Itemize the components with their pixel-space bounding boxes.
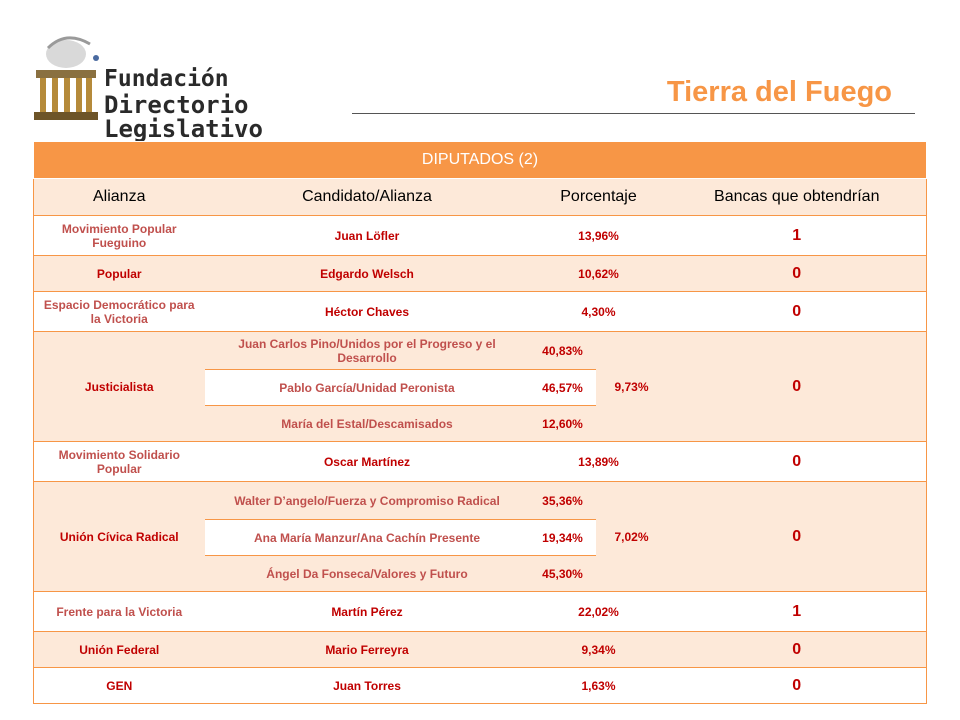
candidato-cell: Martín Pérez bbox=[204, 591, 530, 632]
alianza-cell: Espacio Democrático para la Victoria bbox=[33, 291, 205, 332]
alianza-cell: Movimiento Solidario Popular bbox=[33, 441, 205, 482]
alianza-cell: Popular bbox=[33, 255, 205, 292]
table-row: Frente para la Victoria Martín Pérez 22,… bbox=[33, 591, 927, 632]
alianza-cell: Justicialista bbox=[33, 331, 205, 442]
congress-building-icon bbox=[34, 36, 99, 120]
table-row: María del Estal/Descamisados 12,60% bbox=[34, 405, 927, 442]
porcentaje-cell: 35,36% bbox=[529, 481, 596, 520]
table-row: Movimiento Solidario Popular Oscar Martí… bbox=[33, 441, 927, 482]
bancas-cell: 0 bbox=[667, 481, 927, 592]
bancas-cell: 1 bbox=[667, 591, 927, 632]
bancas-cell: 1 bbox=[667, 215, 927, 256]
porcentaje-cell: 13,89% bbox=[529, 441, 668, 482]
bancas-cell: 0 bbox=[667, 255, 927, 292]
porcentaje-cell: 9,34% bbox=[529, 631, 668, 668]
table-row: Ángel Da Fonseca/Valores y Futuro 45,30% bbox=[34, 555, 927, 592]
column-header-alianza: Alianza bbox=[33, 178, 205, 216]
total-cell: 9,73% bbox=[595, 331, 668, 442]
table-row: Espacio Democrático para la Victoria Héc… bbox=[33, 291, 927, 332]
column-header-porcentaje: Porcentaje bbox=[529, 178, 668, 216]
brand-name-line1: Fundación bbox=[104, 66, 229, 92]
results-table: DIPUTADOS (2) Alianza Candidato/Alianza … bbox=[33, 141, 927, 704]
candidato-cell: Pablo García/Unidad Peronista bbox=[204, 369, 530, 406]
bancas-cell: 0 bbox=[667, 291, 927, 332]
column-header-bancas: Bancas que obtendrían bbox=[667, 178, 927, 216]
brand-logo: Fundación Directorio Legislativo bbox=[30, 34, 350, 141]
porcentaje-cell: 12,60% bbox=[529, 405, 596, 442]
candidato-cell: María del Estal/Descamisados bbox=[204, 405, 530, 442]
candidato-cell: Oscar Martínez bbox=[204, 441, 530, 482]
table-row: Popular Edgardo Welsch 10,62% 0 bbox=[33, 255, 927, 292]
candidato-cell: Juan Torres bbox=[204, 667, 530, 704]
title-underline bbox=[352, 113, 915, 114]
candidato-cell: Héctor Chaves bbox=[204, 291, 530, 332]
alianza-cell: Frente para la Victoria bbox=[33, 591, 205, 632]
candidato-cell: Ana María Manzur/Ana Cachín Presente bbox=[204, 519, 530, 556]
bancas-cell: 0 bbox=[667, 631, 927, 668]
porcentaje-cell: 45,30% bbox=[529, 555, 596, 592]
candidato-cell: Juan Löfler bbox=[204, 215, 530, 256]
candidato-cell: Ángel Da Fonseca/Valores y Futuro bbox=[204, 555, 530, 592]
porcentaje-cell: 19,34% bbox=[529, 519, 596, 556]
total-cell: 7,02% bbox=[595, 481, 668, 592]
table-row: Ana María Manzur/Ana Cachín Presente 19,… bbox=[34, 519, 927, 556]
porcentaje-cell: 1,63% bbox=[529, 667, 668, 704]
porcentaje-cell: 22,02% bbox=[529, 591, 668, 632]
porcentaje-cell: 40,83% bbox=[529, 331, 596, 370]
brand-name-line2: Directorio Legislativo bbox=[104, 91, 263, 143]
bancas-cell: 0 bbox=[667, 331, 927, 442]
porcentaje-cell: 10,62% bbox=[529, 255, 668, 292]
bancas-cell: 0 bbox=[667, 667, 927, 704]
porcentaje-cell: 13,96% bbox=[529, 215, 668, 256]
table-row: Unión Federal Mario Ferreyra 9,34% 0 bbox=[33, 631, 927, 668]
candidato-cell: Juan Carlos Pino/Unidos por el Progreso … bbox=[204, 331, 530, 370]
table-row: Pablo García/Unidad Peronista 46,57% bbox=[34, 369, 927, 406]
alianza-cell: Unión Federal bbox=[33, 631, 205, 668]
candidato-cell: Walter D’angelo/Fuerza y Compromiso Radi… bbox=[204, 481, 530, 520]
alianza-cell: Movimiento Popular Fueguino bbox=[33, 215, 205, 256]
column-header-candidato: Candidato/Alianza bbox=[204, 178, 530, 216]
bancas-cell: 0 bbox=[667, 441, 927, 482]
region-title: Tierra del Fuego bbox=[666, 76, 892, 108]
candidato-cell: Edgardo Welsch bbox=[204, 255, 530, 292]
table-row: GEN Juan Torres 1,63% 0 bbox=[33, 667, 927, 704]
table-row: Unión Cívica Radical Walter D’angelo/Fue… bbox=[33, 481, 927, 592]
table-row: Justicialista Juan Carlos Pino/Unidos po… bbox=[33, 331, 927, 442]
table-row: Movimiento Popular Fueguino Juan Löfler … bbox=[33, 215, 927, 256]
porcentaje-cell: 4,30% bbox=[529, 291, 668, 332]
alianza-cell: Unión Cívica Radical bbox=[33, 481, 205, 592]
candidato-cell: Mario Ferreyra bbox=[204, 631, 530, 668]
table-header: DIPUTADOS (2) bbox=[33, 141, 927, 179]
porcentaje-cell: 46,57% bbox=[529, 369, 596, 406]
alianza-cell: GEN bbox=[33, 667, 205, 704]
